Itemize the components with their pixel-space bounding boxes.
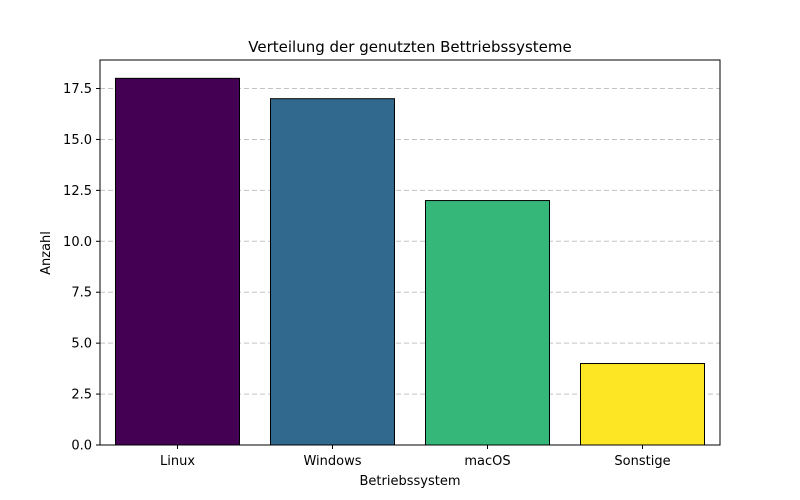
x-tick-label: Linux — [160, 454, 195, 469]
y-tick-label: 10.0 — [63, 235, 92, 250]
bar-linux — [115, 77, 240, 446]
y-tick-label: 2.5 — [71, 388, 92, 403]
x-tick-label: Sonstige — [614, 454, 670, 469]
y-axis-ticks: 0.0 2.5 5.0 7.5 10.0 12.5 15.0 17.5 — [63, 82, 100, 454]
y-tick-label: 7.5 — [71, 286, 92, 301]
x-axis-label: Betriebssystem — [360, 474, 461, 489]
y-tick-label: 5.0 — [71, 337, 92, 352]
plot-frame — [99, 59, 721, 446]
chart-title: Verteilung der genutzten Bettriebssystem… — [248, 38, 571, 56]
y-tick-label: 0.0 — [71, 439, 92, 454]
bar-macos — [425, 200, 550, 446]
y-tick-label: 12.5 — [63, 184, 92, 199]
bar-windows — [270, 98, 395, 446]
bar-sonstige — [580, 363, 705, 446]
x-tick-label: Windows — [303, 454, 361, 469]
y-tick-label: 17.5 — [63, 82, 92, 97]
x-axis-ticks: Linux Windows macOS Sonstige — [160, 445, 671, 469]
y-axis-label: Anzahl — [39, 231, 54, 275]
y-tick-label: 15.0 — [63, 133, 92, 148]
bars — [115, 77, 705, 446]
x-tick-label: macOS — [464, 454, 510, 469]
